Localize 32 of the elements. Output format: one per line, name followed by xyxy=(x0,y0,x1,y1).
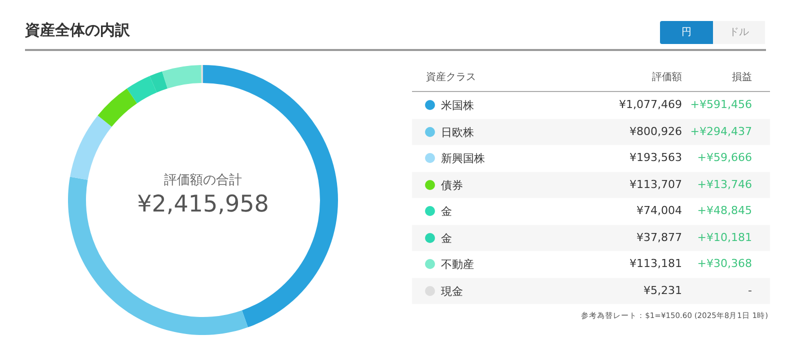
text: +¥13,746 xyxy=(697,178,752,191)
legend-label: 日欧株 xyxy=(441,124,474,140)
text: 評価額 xyxy=(651,70,682,84)
legend-label: 金 xyxy=(441,230,452,246)
legend-label: 米国株 xyxy=(441,98,474,114)
chart-title: 資産全体の内訳 xyxy=(25,21,130,40)
legend-label: 債券 xyxy=(441,178,463,193)
data-label: ¥113,707 xyxy=(628,178,682,191)
data-label: ¥5,231 xyxy=(642,284,682,297)
legend-label: 現金 xyxy=(441,284,463,299)
data-label: ¥74,004 xyxy=(636,204,682,218)
data-label: ¥800,926 xyxy=(628,124,682,138)
legend-label: 金 xyxy=(441,204,452,220)
text: 資産クラス xyxy=(426,70,476,84)
text: +¥30,368 xyxy=(697,257,752,270)
data-label: ¥1,077,469 xyxy=(618,98,682,112)
text: +¥591,456 xyxy=(690,98,752,112)
yen-button[interactable]: 円 xyxy=(660,21,713,44)
text: 損益 xyxy=(732,72,752,83)
text: +¥294,437 xyxy=(690,124,752,138)
text: 評価額の合計 xyxy=(164,173,242,188)
data-label: ¥113,181 xyxy=(628,257,682,270)
dollar-button[interactable]: ドル xyxy=(713,21,765,44)
legend-label: 不動産 xyxy=(441,257,474,272)
text: +¥59,666 xyxy=(697,151,752,164)
legend-label: 新興国株 xyxy=(441,151,485,166)
text: +¥48,845 xyxy=(697,204,752,218)
text: +¥10,181 xyxy=(697,230,752,244)
text: - xyxy=(748,284,752,297)
data-label: ¥37,877 xyxy=(636,230,682,244)
data-label: ¥193,563 xyxy=(628,151,682,164)
text: ¥2,415,958 xyxy=(137,192,269,218)
